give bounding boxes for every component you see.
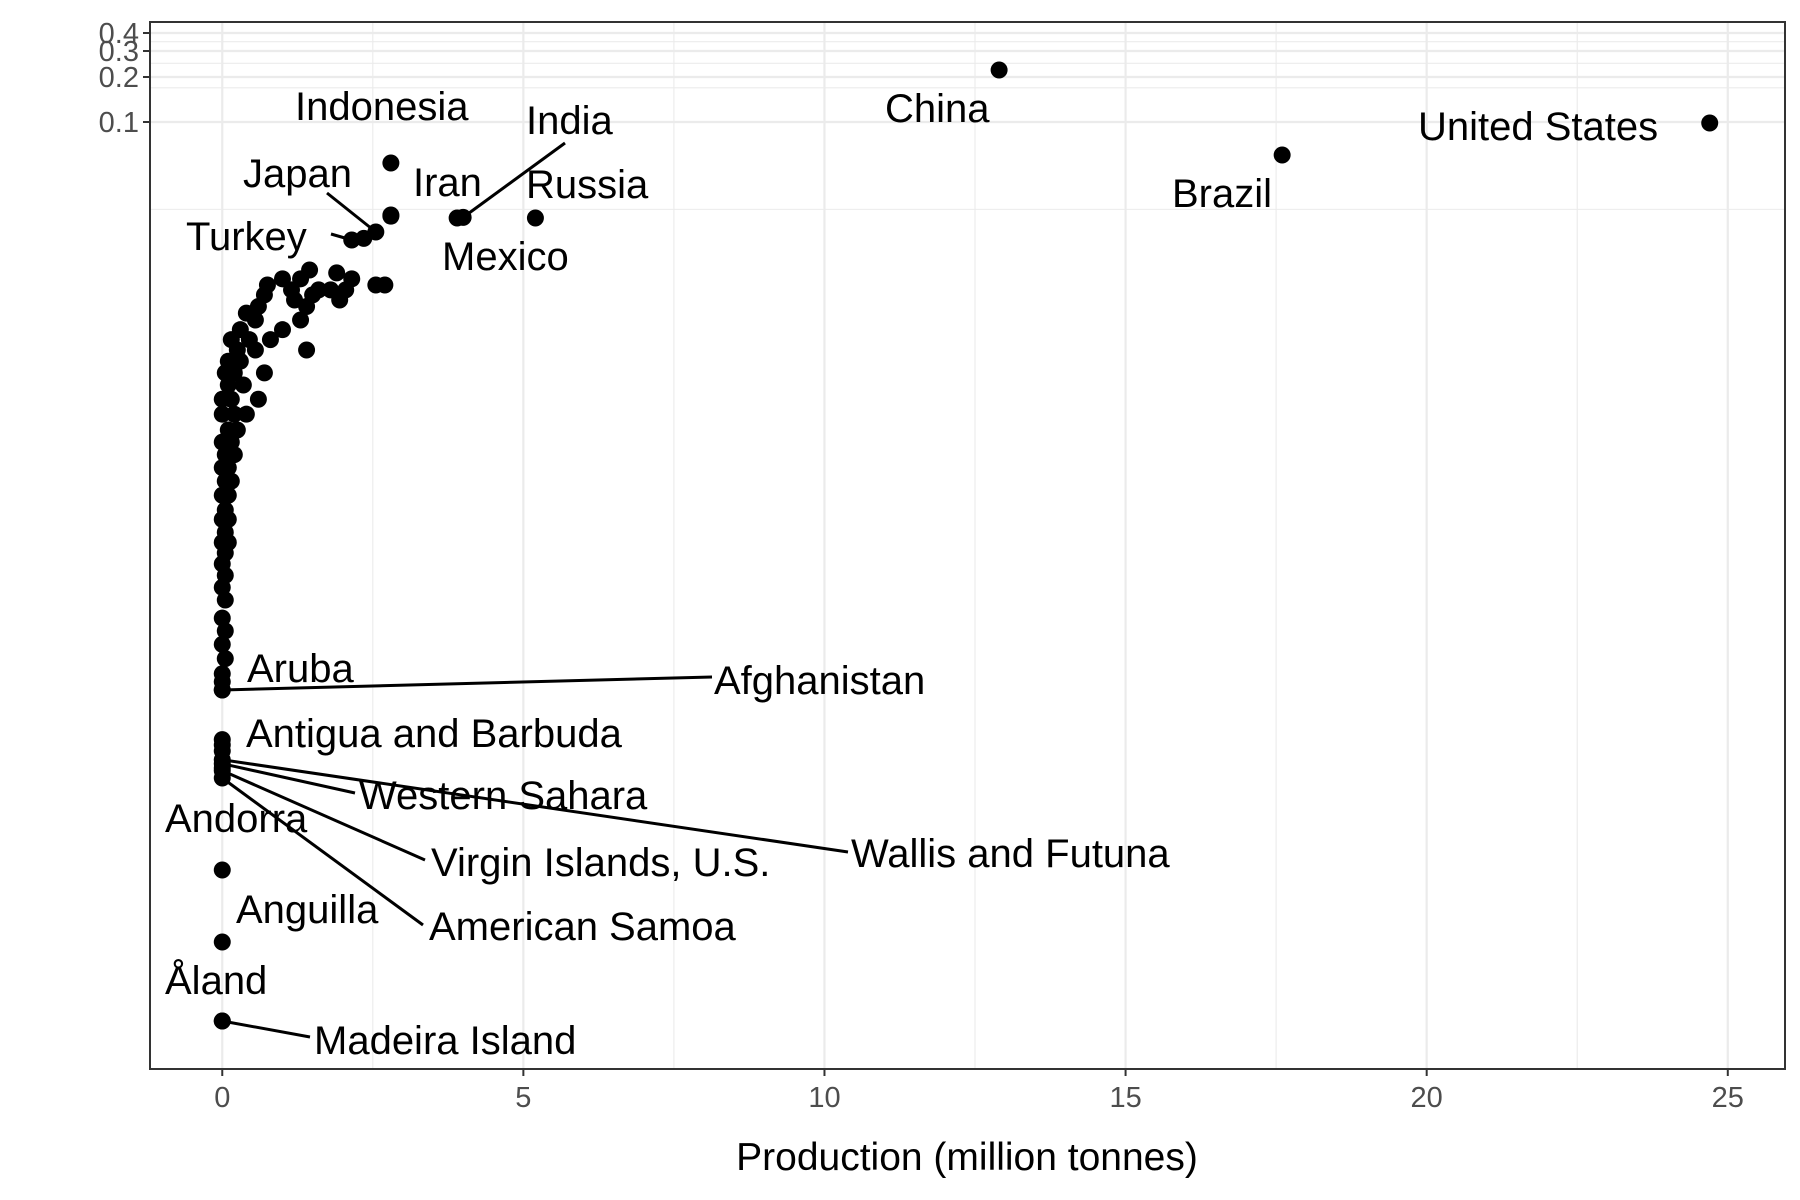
data-point <box>216 622 234 640</box>
label-leader-line <box>221 762 356 795</box>
point-label: Wallis and Futuna <box>851 832 1170 876</box>
y-tick-label: 0.4 <box>99 18 139 50</box>
label-leader-line <box>222 675 713 692</box>
y-tick-label: 0.1 <box>99 107 139 139</box>
point-label: Japan <box>243 152 352 196</box>
y-tick-label: 0.2 <box>99 62 139 94</box>
point-label: United States <box>1418 105 1658 149</box>
x-tick-label: 0 <box>214 1082 230 1114</box>
panel-background <box>150 22 1785 1069</box>
x-axis-title: Production (million tonnes) <box>736 1136 1198 1179</box>
data-point <box>298 341 316 359</box>
point-label: Virgin Islands, U.S. <box>431 841 770 885</box>
data-point <box>225 446 243 464</box>
point-label: Afghanistan <box>714 659 925 703</box>
x-tick-label: 10 <box>808 1082 840 1114</box>
data-point <box>216 650 234 668</box>
data-point <box>246 311 264 329</box>
data-point <box>213 769 231 787</box>
point-label: Anguilla <box>236 888 379 932</box>
point-label: Russia <box>526 163 649 207</box>
grid-lines <box>150 22 1785 1069</box>
data-point <box>448 209 466 227</box>
point-label: Western Sahara <box>359 774 648 818</box>
point-label: Brazil <box>1172 172 1272 216</box>
point-label: Iran <box>413 161 482 205</box>
data-point <box>225 405 243 423</box>
data-point <box>990 61 1008 79</box>
point-labels: United States China Brazil India Indonesia Ru… <box>165 85 1658 1063</box>
data-point <box>237 405 255 423</box>
data-point <box>1701 114 1719 132</box>
y-tick-label: 0.3 <box>99 36 139 68</box>
data-point <box>255 364 273 382</box>
data-point <box>219 459 237 477</box>
data-point <box>219 486 237 504</box>
x-tick-label: 15 <box>1109 1082 1141 1114</box>
data-point <box>382 154 400 172</box>
point-label: Turkey <box>186 215 307 259</box>
data-point <box>213 736 231 754</box>
data-point <box>526 209 544 227</box>
data-point <box>1273 146 1291 164</box>
data-point <box>273 321 291 339</box>
label-leader-line <box>221 1019 311 1039</box>
data-point <box>246 341 264 359</box>
x-tick-label: 5 <box>515 1082 531 1114</box>
data-point <box>213 635 231 653</box>
label-leader-line <box>222 758 849 854</box>
data-point <box>213 609 231 627</box>
label-leader-line <box>462 141 566 219</box>
data-point <box>382 207 400 225</box>
data-point <box>219 510 237 528</box>
x-axis-ticks: 0 5 10 15 20 25 <box>214 1069 1744 1114</box>
point-label: Antigua and Barbuda <box>246 712 623 756</box>
data-point <box>219 376 237 394</box>
point-label: Åland <box>165 958 267 1003</box>
point-label: Madeira Island <box>314 1019 576 1063</box>
data-point <box>343 231 361 249</box>
data-point <box>222 390 240 408</box>
panel-border <box>149 21 1786 1070</box>
data-point <box>261 331 279 349</box>
x-tick-label: 20 <box>1411 1082 1443 1114</box>
data-points <box>213 61 1719 1030</box>
x-tick-label: 25 <box>1712 1082 1744 1114</box>
data-point <box>213 405 231 423</box>
data-point <box>213 578 231 596</box>
data-point <box>376 276 394 294</box>
label-leader-line <box>326 191 377 234</box>
data-point <box>213 933 231 951</box>
point-label: India <box>526 99 613 143</box>
data-point <box>213 861 231 879</box>
data-point <box>234 376 252 394</box>
data-point <box>216 591 234 609</box>
point-label: American Samoa <box>429 905 737 949</box>
point-label: Aruba <box>247 647 354 691</box>
data-point <box>367 223 385 241</box>
point-label: China <box>885 87 990 131</box>
data-point <box>213 1012 231 1030</box>
point-label: Indonesia <box>295 85 469 129</box>
data-point <box>298 297 316 315</box>
data-point <box>222 472 240 490</box>
data-point <box>292 311 310 329</box>
label-leader-lines <box>221 141 849 1039</box>
y-axis-ticks: 0.1 0.20.30.4 <box>99 18 150 139</box>
data-point <box>331 291 349 309</box>
data-point <box>249 390 267 408</box>
label-leader-line <box>221 769 426 862</box>
point-label: Mexico <box>442 235 569 279</box>
data-point <box>328 264 346 282</box>
data-point <box>213 681 231 699</box>
label-leader-line <box>221 776 424 927</box>
point-label: Andorra <box>165 797 308 841</box>
